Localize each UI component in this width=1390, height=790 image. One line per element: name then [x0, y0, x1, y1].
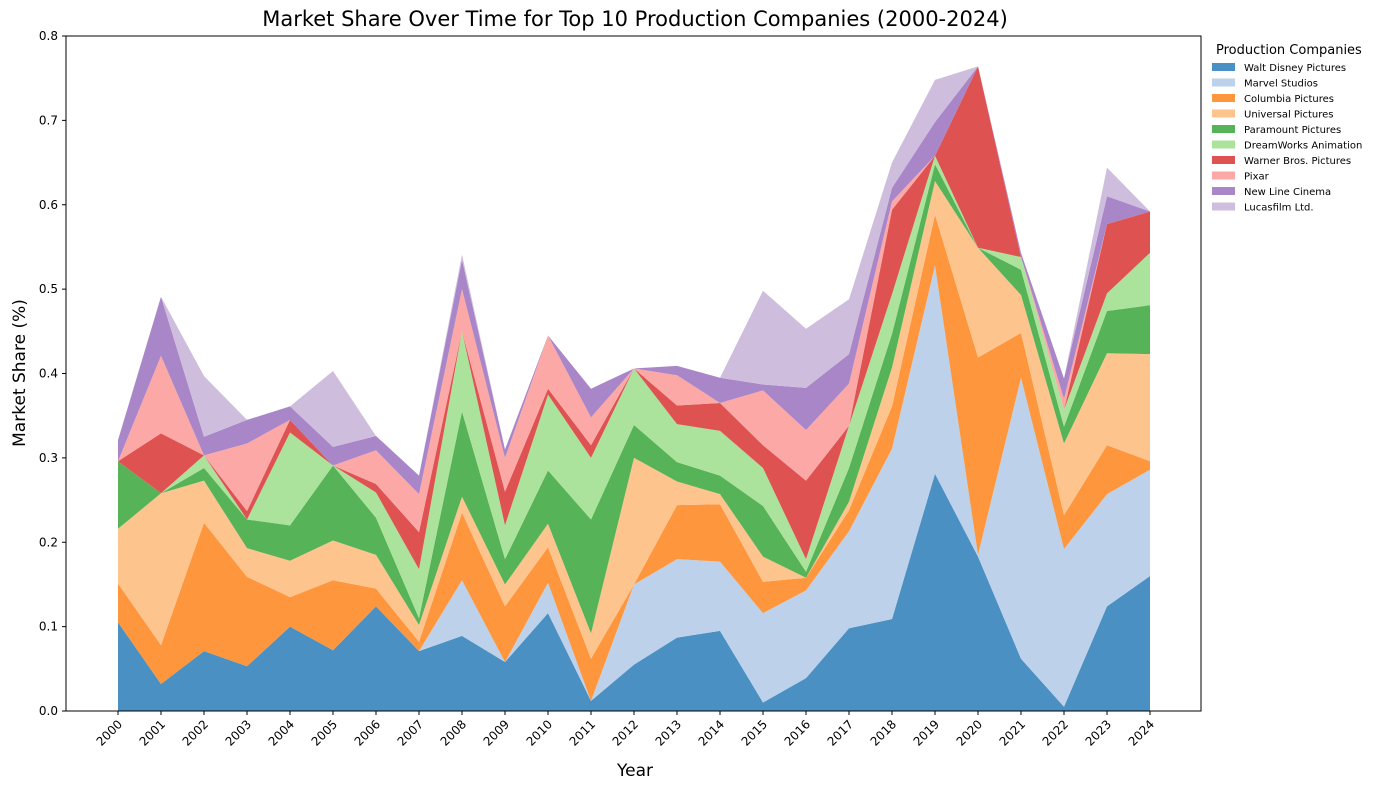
- x-tick-label: 2002: [180, 717, 211, 748]
- x-tick-label: 2015: [739, 717, 770, 748]
- x-axis: 2000 2001 2002 2003 2004 2005 2006 2007 2008 2009…: [94, 711, 1157, 749]
- legend-label: Paramount Pictures: [1244, 125, 1341, 136]
- x-tick-label: 2018: [868, 717, 899, 748]
- legend-label: Pixar: [1244, 172, 1270, 183]
- x-tick-label: 2012: [610, 717, 641, 748]
- legend-swatch: [1212, 202, 1235, 211]
- legend-label: Lucasfilm Ltd.: [1244, 203, 1314, 214]
- area-series-columbia-pictures: [118, 214, 1150, 701]
- x-tick-label: 2000: [94, 717, 125, 748]
- y-tick-label: 0.4: [39, 367, 58, 381]
- legend-swatch: [1212, 140, 1235, 149]
- legend-swatch: [1212, 109, 1235, 118]
- legend-swatch: [1212, 171, 1235, 180]
- area-series-group: [118, 66, 1150, 711]
- legend-title: Production Companies: [1216, 43, 1362, 58]
- x-tick-label: 2016: [782, 717, 813, 748]
- legend-label: Universal Pictures: [1244, 110, 1334, 121]
- legend-swatch: [1212, 78, 1235, 87]
- x-tick-label: 2009: [481, 717, 512, 748]
- y-tick-label: 0.0: [39, 704, 58, 718]
- x-tick-label: 2023: [1083, 717, 1114, 748]
- area-series-universal-pictures: [118, 181, 1150, 659]
- y-tick-label: 0.8: [39, 29, 58, 43]
- area-series-walt-disney-pictures: [118, 473, 1150, 711]
- legend-swatch: [1212, 187, 1235, 195]
- y-tick-label: 0.6: [39, 198, 58, 212]
- x-tick-label: 2008: [438, 717, 469, 748]
- legend-swatch: [1212, 94, 1235, 102]
- legend-label: Warner Bros. Pictures: [1244, 156, 1351, 167]
- x-tick-label: 2019: [911, 717, 942, 748]
- legend-label: Marvel Studios: [1244, 79, 1318, 90]
- x-tick-label: 2011: [567, 717, 598, 748]
- area-series-dreamworks-animation: [118, 155, 1150, 619]
- legend-label: Columbia Pictures: [1244, 94, 1334, 105]
- x-tick-label: 2014: [696, 717, 727, 748]
- y-tick-label: 0.7: [39, 113, 58, 127]
- x-tick-label: 2003: [223, 717, 254, 748]
- x-tick-label: 2020: [954, 717, 985, 748]
- legend-swatch: [1212, 156, 1235, 164]
- y-tick-label: 0.1: [39, 620, 58, 634]
- x-tick-label: 2017: [825, 717, 856, 748]
- x-tick-label: 2006: [352, 717, 383, 748]
- legend-label: DreamWorks Animation: [1244, 141, 1362, 152]
- x-tick-label: 2024: [1126, 717, 1157, 748]
- x-axis-title: Year: [616, 761, 653, 781]
- area-series-marvel-studios: [118, 265, 1150, 707]
- y-tick-label: 0.2: [39, 535, 58, 549]
- legend: Production Companies Walt Disney Picture…: [1212, 43, 1362, 214]
- x-tick-label: 2013: [653, 717, 684, 748]
- legend-label: Walt Disney Pictures: [1244, 63, 1346, 74]
- x-tick-label: 2004: [266, 717, 297, 748]
- chart-title: Market Share Over Time for Top 10 Produc…: [262, 7, 1008, 31]
- x-tick-label: 2021: [997, 717, 1028, 748]
- y-axis: 0.0 0.1 0.2 0.3 0.4 0.5 0.6 0.7 0.8: [39, 29, 66, 718]
- y-axis-title: Market Share (%): [10, 299, 30, 447]
- x-tick-label: 2022: [1040, 717, 1071, 748]
- legend-swatch: [1212, 63, 1235, 71]
- y-tick-label: 0.5: [39, 282, 58, 296]
- area-series-lucasfilm-ltd: [118, 66, 1150, 476]
- x-tick-label: 2005: [309, 717, 340, 748]
- x-tick-label: 2010: [524, 717, 555, 748]
- y-tick-label: 0.3: [39, 451, 58, 465]
- x-tick-label: 2007: [395, 717, 426, 748]
- legend-label: New Line Cinema: [1244, 187, 1331, 198]
- x-tick-label: 2001: [137, 717, 168, 748]
- legend-swatch: [1212, 125, 1235, 133]
